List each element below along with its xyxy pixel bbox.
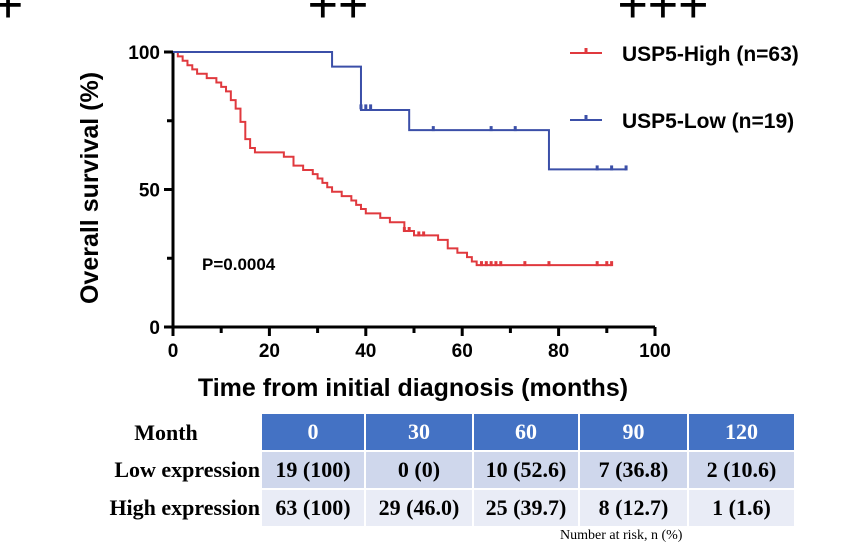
table-row: High expression 63 (100) 29 (46.0) 25 (3… xyxy=(70,488,796,526)
legend-label: USP5-High (n=63) xyxy=(622,43,799,66)
table-cell: 8 (12.7) xyxy=(579,488,689,526)
x-tick-label: 100 xyxy=(639,341,671,362)
risk-table-corner-label: Month xyxy=(70,414,262,451)
table-cell: 0 (0) xyxy=(365,450,474,489)
p-value-annotation: P=0.0004 xyxy=(202,255,276,274)
table-cell: 7 (36.8) xyxy=(579,450,689,489)
risk-table-header: 120 xyxy=(688,414,796,451)
x-tick-label: 0 xyxy=(168,341,179,362)
row-label: Low expression xyxy=(70,451,262,489)
series-group xyxy=(173,51,628,267)
risk-table-header: 60 xyxy=(473,414,580,451)
header-mark: + xyxy=(0,0,23,34)
risk-table-header: 90 xyxy=(579,414,689,451)
number-at-risk-table: Month 0 30 60 90 120 Low expression 19 (… xyxy=(70,414,796,526)
y-tick-label: 100 xyxy=(128,43,160,64)
risk-table-header-row: Month 0 30 60 90 120 xyxy=(70,414,796,451)
x-tick-label: 80 xyxy=(548,341,569,362)
survival-curve xyxy=(173,51,612,267)
y-axis-title: Overall survival (%) xyxy=(76,72,104,304)
y-tick-label: 0 xyxy=(149,318,160,339)
table-row: Low expression 19 (100) 0 (0) 10 (52.6) … xyxy=(70,450,796,489)
series-low xyxy=(173,51,628,171)
y-axis-ticks: 0 50 100 xyxy=(128,43,173,339)
table-footnote: Number at risk, n (%) xyxy=(560,528,683,543)
survival-curve xyxy=(173,51,627,171)
table-cell: 19 (100) xyxy=(262,450,366,489)
chart-axes xyxy=(171,52,655,329)
header-marks: + ++ +++ xyxy=(0,0,709,34)
x-tick-label: 20 xyxy=(259,341,280,362)
table-cell: 2 (10.6) xyxy=(688,450,796,489)
legend-label: USP5-Low (n=19) xyxy=(622,110,794,133)
x-tick-label: 40 xyxy=(355,341,376,362)
table-cell: 25 (39.7) xyxy=(473,488,580,526)
header-mark: ++ xyxy=(308,0,369,34)
header-mark: +++ xyxy=(617,0,708,34)
x-tick-label: 60 xyxy=(452,341,473,362)
y-tick-label: 50 xyxy=(139,181,160,202)
x-axis-ticks: 0 20 40 60 80 100 xyxy=(168,327,671,362)
risk-table-header: 30 xyxy=(365,414,474,451)
x-axis-title: Time from initial diagnosis (months) xyxy=(198,374,628,402)
table-cell: 63 (100) xyxy=(262,488,366,526)
chart-legend: USP5-High (n=63) USP5-Low (n=19) xyxy=(570,43,799,133)
table-cell: 29 (46.0) xyxy=(365,488,474,526)
series-high xyxy=(173,51,614,267)
table-cell: 1 (1.6) xyxy=(688,488,796,526)
row-label: High expression xyxy=(70,489,262,526)
risk-table-header: 0 xyxy=(262,414,366,451)
table-cell: 10 (52.6) xyxy=(473,450,580,489)
